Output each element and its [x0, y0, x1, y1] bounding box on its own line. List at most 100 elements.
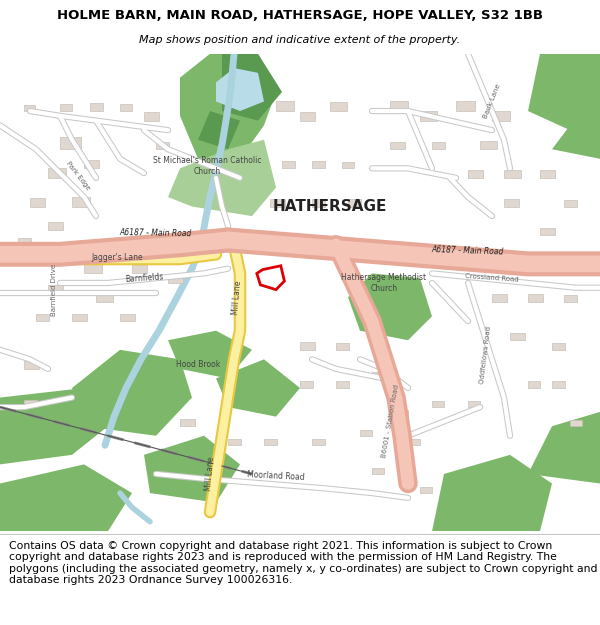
- Text: Crossland Road: Crossland Road: [465, 273, 519, 283]
- Text: Mill Lane: Mill Lane: [231, 280, 243, 315]
- Polygon shape: [216, 359, 300, 417]
- Polygon shape: [144, 436, 240, 502]
- Polygon shape: [468, 401, 480, 407]
- Polygon shape: [216, 68, 264, 111]
- Polygon shape: [372, 468, 384, 474]
- Polygon shape: [48, 285, 63, 292]
- Polygon shape: [84, 160, 99, 168]
- Polygon shape: [30, 198, 45, 206]
- Text: Barnfield Drive: Barnfield Drive: [51, 264, 57, 316]
- Text: A6187 - Main Road: A6187 - Main Road: [432, 245, 504, 256]
- Polygon shape: [300, 112, 315, 121]
- Polygon shape: [342, 162, 354, 168]
- Text: Moorland Road: Moorland Road: [247, 471, 305, 482]
- Text: Park Edge: Park Edge: [65, 160, 91, 191]
- Polygon shape: [528, 54, 600, 130]
- Polygon shape: [504, 199, 519, 206]
- Polygon shape: [432, 455, 552, 531]
- Polygon shape: [168, 331, 252, 379]
- Polygon shape: [336, 381, 349, 388]
- Text: HOLME BARN, MAIN ROAD, HATHERSAGE, HOPE VALLEY, S32 1BB: HOLME BARN, MAIN ROAD, HATHERSAGE, HOPE …: [57, 9, 543, 21]
- Text: A6187 - Main Road: A6187 - Main Road: [120, 228, 192, 238]
- Polygon shape: [72, 350, 192, 436]
- Polygon shape: [132, 265, 147, 273]
- Text: B6001 - Station Road: B6001 - Station Road: [380, 384, 400, 459]
- Text: St Michael's Roman Catholic
Church: St Michael's Roman Catholic Church: [153, 156, 261, 176]
- Text: Barnfields: Barnfields: [124, 272, 164, 284]
- Polygon shape: [72, 197, 90, 206]
- Polygon shape: [504, 170, 521, 178]
- Polygon shape: [372, 372, 384, 379]
- Polygon shape: [198, 111, 240, 149]
- Polygon shape: [180, 54, 276, 159]
- Polygon shape: [390, 142, 405, 149]
- Polygon shape: [312, 161, 325, 168]
- Polygon shape: [312, 439, 325, 445]
- Polygon shape: [120, 104, 132, 111]
- Polygon shape: [552, 121, 600, 159]
- Polygon shape: [570, 419, 582, 426]
- Polygon shape: [420, 487, 432, 493]
- Polygon shape: [96, 294, 113, 302]
- Text: Bauk Lane: Bauk Lane: [482, 83, 502, 119]
- Polygon shape: [168, 140, 276, 216]
- Polygon shape: [564, 296, 577, 302]
- Polygon shape: [432, 142, 445, 149]
- Polygon shape: [270, 199, 285, 206]
- Polygon shape: [156, 142, 169, 149]
- Polygon shape: [90, 103, 103, 111]
- Polygon shape: [120, 314, 135, 321]
- Polygon shape: [360, 429, 372, 436]
- Polygon shape: [510, 332, 525, 340]
- Polygon shape: [18, 238, 31, 245]
- Polygon shape: [300, 381, 313, 388]
- Polygon shape: [540, 228, 555, 235]
- Text: Mill Lane: Mill Lane: [204, 456, 216, 491]
- Polygon shape: [330, 101, 347, 111]
- Polygon shape: [84, 264, 102, 273]
- Polygon shape: [257, 266, 284, 289]
- Polygon shape: [276, 101, 294, 111]
- Polygon shape: [390, 101, 408, 111]
- Polygon shape: [36, 314, 49, 321]
- Text: Hathersage Methodist
Church: Hathersage Methodist Church: [341, 273, 427, 292]
- Polygon shape: [24, 401, 37, 407]
- Polygon shape: [0, 388, 120, 464]
- Polygon shape: [168, 274, 183, 283]
- Polygon shape: [60, 104, 72, 111]
- Polygon shape: [312, 199, 325, 206]
- Polygon shape: [552, 343, 565, 350]
- Polygon shape: [528, 381, 540, 388]
- Polygon shape: [480, 257, 493, 264]
- Text: Oddfellows Road: Oddfellows Road: [479, 326, 493, 384]
- Polygon shape: [336, 343, 349, 350]
- Polygon shape: [60, 138, 81, 149]
- Polygon shape: [348, 273, 432, 340]
- Text: Jagger's Lane: Jagger's Lane: [91, 253, 143, 262]
- Polygon shape: [396, 411, 408, 417]
- Polygon shape: [528, 294, 543, 302]
- Polygon shape: [516, 256, 531, 264]
- Text: Hood Brook: Hood Brook: [176, 359, 220, 369]
- Text: Contains OS data © Crown copyright and database right 2021. This information is : Contains OS data © Crown copyright and d…: [9, 541, 598, 586]
- Polygon shape: [228, 439, 241, 445]
- Polygon shape: [72, 314, 87, 321]
- Polygon shape: [492, 294, 507, 302]
- Polygon shape: [564, 200, 577, 206]
- Text: Map shows position and indicative extent of the property.: Map shows position and indicative extent…: [139, 35, 461, 45]
- Polygon shape: [264, 439, 277, 445]
- Polygon shape: [540, 170, 555, 178]
- Polygon shape: [552, 381, 565, 388]
- Polygon shape: [432, 401, 444, 407]
- Polygon shape: [24, 106, 35, 111]
- Polygon shape: [408, 439, 420, 445]
- Polygon shape: [468, 170, 483, 178]
- Polygon shape: [348, 199, 361, 206]
- Polygon shape: [222, 54, 282, 121]
- Polygon shape: [492, 111, 510, 121]
- Polygon shape: [144, 112, 159, 121]
- Polygon shape: [0, 464, 132, 531]
- Polygon shape: [480, 141, 497, 149]
- Polygon shape: [48, 222, 63, 231]
- Polygon shape: [282, 161, 295, 168]
